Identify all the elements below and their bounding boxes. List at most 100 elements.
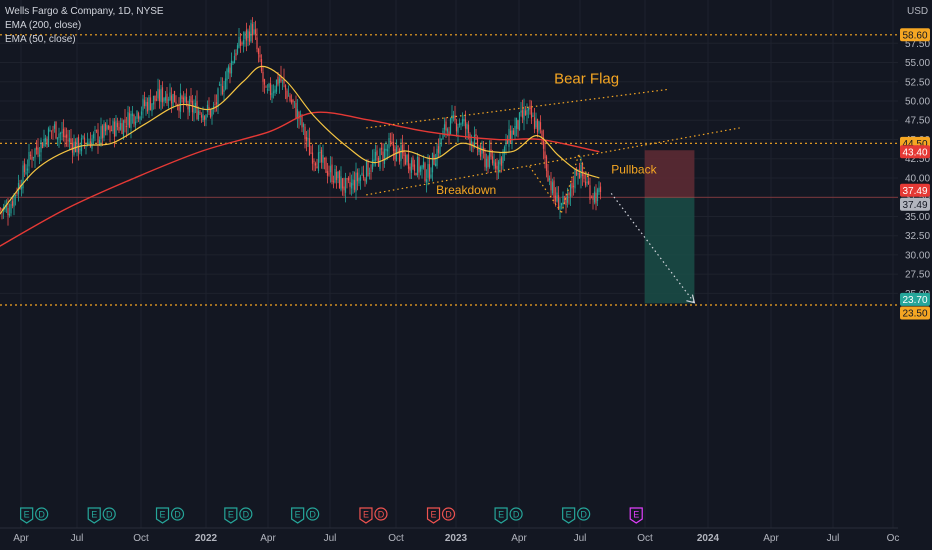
pattern-line xyxy=(529,166,563,213)
candle-body xyxy=(151,103,153,112)
candle-body xyxy=(307,138,309,140)
candle-body xyxy=(427,164,429,178)
candle-body xyxy=(449,118,452,135)
candle-body xyxy=(478,149,480,153)
candle-body xyxy=(419,166,422,172)
price-badge-label: 37.49 xyxy=(902,200,927,211)
candle-body xyxy=(37,147,39,155)
candle-body xyxy=(158,89,161,102)
candle-body xyxy=(85,145,87,147)
candle-body xyxy=(130,113,132,129)
y-tick-label: 35.00 xyxy=(905,212,930,223)
candle-body xyxy=(347,177,350,181)
candle-body xyxy=(404,155,407,165)
candle-body xyxy=(389,141,392,143)
x-tick-label: Oc xyxy=(887,533,900,544)
candle-body xyxy=(302,123,305,127)
candle-body xyxy=(5,205,8,208)
candle-body xyxy=(95,130,98,132)
candle-body xyxy=(136,110,138,119)
candle-body xyxy=(599,186,602,192)
dividend-letter: D xyxy=(445,510,452,520)
candle-body xyxy=(544,151,546,159)
x-tick-label: Jul xyxy=(827,533,840,544)
candle-body xyxy=(500,157,503,166)
candle-body xyxy=(296,109,299,119)
candle-body xyxy=(280,75,282,82)
candle-body xyxy=(422,161,425,168)
candle-body xyxy=(539,122,542,130)
candle-body xyxy=(218,84,221,86)
candle-body xyxy=(20,187,23,190)
candle-body xyxy=(430,174,432,178)
candle-body xyxy=(392,142,395,151)
candle-body xyxy=(38,154,41,157)
candle-body xyxy=(290,99,293,103)
candle-body xyxy=(59,133,62,135)
candle-body xyxy=(371,159,374,170)
candle-body xyxy=(184,95,186,102)
candle-body xyxy=(497,161,500,173)
candle-body xyxy=(395,147,398,162)
currency-label: USD xyxy=(907,6,928,17)
candle-body xyxy=(166,93,168,104)
price-badge xyxy=(900,292,930,306)
candle-body xyxy=(268,83,270,88)
candle-body xyxy=(319,151,321,154)
candle-body xyxy=(124,119,126,123)
candle-body xyxy=(200,115,203,118)
candle-body xyxy=(86,142,89,146)
candle-body xyxy=(229,67,231,74)
candle-body xyxy=(407,154,410,169)
price-badge xyxy=(900,306,930,320)
candle-body xyxy=(352,179,354,186)
candle-body xyxy=(383,148,386,164)
candle-body xyxy=(206,104,209,113)
candle-body xyxy=(365,160,368,183)
candle-body xyxy=(325,157,327,173)
candle-body xyxy=(80,138,83,152)
y-tick-label: 57.50 xyxy=(905,39,930,50)
candle-body xyxy=(425,179,428,183)
candle-body xyxy=(56,137,59,140)
dividend-letter: D xyxy=(38,510,45,520)
candle-body xyxy=(593,191,596,203)
candle-body xyxy=(22,165,24,189)
candle-body xyxy=(457,126,459,133)
candle-body xyxy=(131,113,134,117)
candle-body xyxy=(488,150,491,168)
candle-body xyxy=(496,165,498,170)
dividend-marker xyxy=(509,507,523,521)
candle-body xyxy=(452,115,455,119)
candle-body xyxy=(47,128,50,147)
candle-body xyxy=(563,198,566,200)
candle-body xyxy=(236,45,239,54)
candle-body xyxy=(242,40,245,45)
candle-body xyxy=(379,148,381,169)
candle-body xyxy=(458,122,461,126)
projection-arrowhead xyxy=(686,294,696,304)
candle-body xyxy=(220,84,222,86)
candle-body xyxy=(208,107,210,110)
y-tick-label: 55.00 xyxy=(905,58,930,69)
candle-body xyxy=(397,145,399,148)
candle-body xyxy=(596,189,599,201)
candle-body xyxy=(547,170,549,182)
candle-body xyxy=(7,208,9,216)
candle-body xyxy=(224,78,227,90)
candle-body xyxy=(209,109,212,118)
y-tick-label: 50.00 xyxy=(905,96,930,107)
candle-body xyxy=(74,141,77,153)
chart-legend: Wells Fargo & Company, 1D, NYSE EMA (200… xyxy=(5,5,164,47)
candle-body xyxy=(421,165,423,170)
price-badge xyxy=(900,28,930,42)
candle-body xyxy=(167,99,170,101)
x-tick-label: Oct xyxy=(637,533,653,544)
candle-body xyxy=(598,187,600,193)
dividend-marker xyxy=(374,507,388,521)
candle-body xyxy=(257,48,260,55)
candle-body xyxy=(358,177,360,184)
candle-body xyxy=(541,130,543,137)
candle-body xyxy=(101,125,104,139)
